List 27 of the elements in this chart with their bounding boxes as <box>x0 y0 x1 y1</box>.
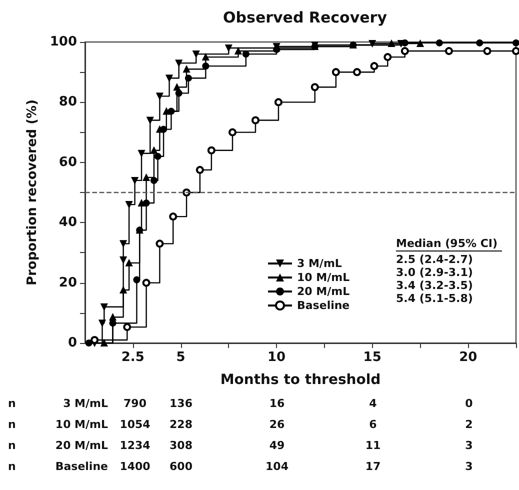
x-tick-label: 20 <box>459 350 478 365</box>
y-tick-label: 80 <box>58 94 77 110</box>
text: n 10 M/mL 1054 228 26 6 2 <box>8 418 473 431</box>
text: n 20 M/mL 1234 308 49 11 3 <box>8 439 473 452</box>
annotation: 5.4 (5.1-5.8) <box>396 292 473 305</box>
text: n Baseline 1400 600 104 17 3 <box>8 460 473 473</box>
text: n 3 M/mL 790 136 16 4 0 <box>8 397 473 410</box>
legend-label: 10 M/mL <box>297 271 350 284</box>
annotation: 3.4 (3.2-3.5) <box>396 279 473 292</box>
y-tick-label: 100 <box>50 34 77 50</box>
annotation: Median (95% CI) <box>396 237 498 250</box>
legend-label: Baseline <box>297 299 350 312</box>
annotation: 2.5 (2.4-2.7) <box>396 253 473 266</box>
x-axis-title: Months to threshold <box>220 372 381 388</box>
x-tick-label: 2.5 <box>121 350 144 365</box>
y-tick-label: 20 <box>58 275 77 290</box>
x-tick-label: 5 <box>176 350 186 365</box>
x-tick-label: 15 <box>363 350 382 365</box>
y-tick-label: 40 <box>58 215 77 230</box>
legend-label: 3 M/mL <box>297 257 342 270</box>
chart-title: Observed Recovery <box>223 8 388 26</box>
x-tick-label: 10 <box>268 350 286 365</box>
y-tick-label: 0 <box>68 336 77 350</box>
annotation: 3.0 (2.9-3.1) <box>396 266 473 279</box>
y-axis-title: Proportion recovered (%) <box>24 99 40 286</box>
y-tick-label: 60 <box>58 154 77 170</box>
legend-label: 20 M/mL <box>297 285 350 298</box>
